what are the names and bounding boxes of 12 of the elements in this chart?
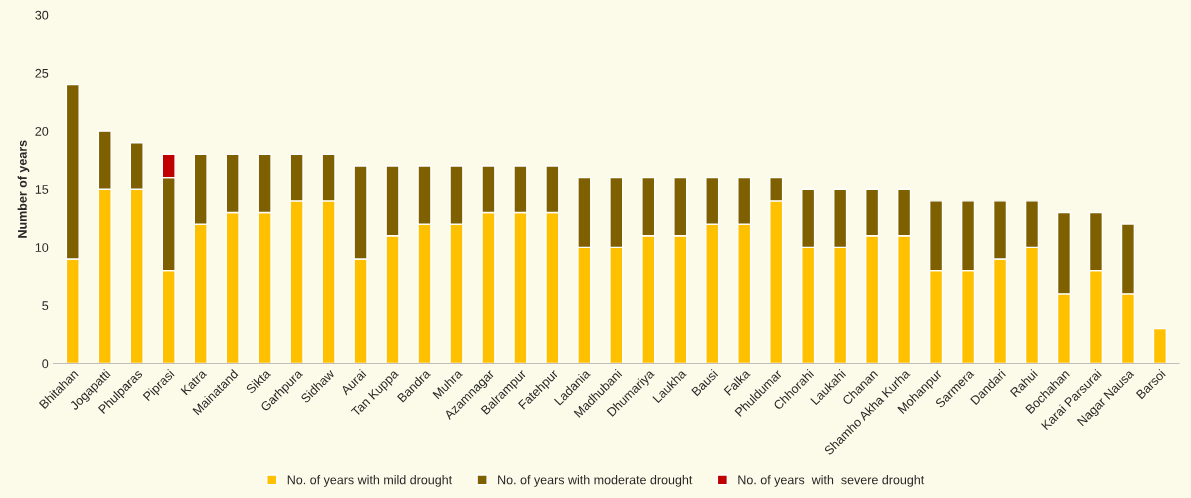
y-tick-label: 15 [35, 185, 49, 194]
bar [1152, 327, 1167, 364]
y-tick-label: 5 [42, 301, 49, 311]
y-tick-label: 25 [35, 68, 49, 78]
legend-label: No. of years with mild drought [287, 475, 453, 487]
legend-label: No. of years with severe drought [738, 475, 925, 487]
legend-label: No. of years with moderate drought [498, 475, 693, 487]
y-tick-label: 20 [35, 126, 49, 136]
y-tick-label: 30 [35, 10, 49, 20]
y-tick-label: 10 [35, 243, 49, 252]
y-tick-label: 0 [42, 359, 49, 369]
y-axis-title: Number of years [17, 140, 30, 238]
